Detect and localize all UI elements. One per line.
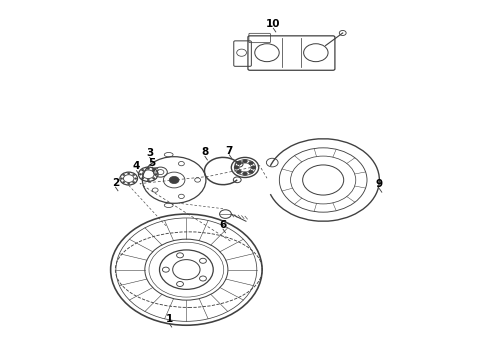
Circle shape <box>133 174 135 176</box>
Circle shape <box>122 174 125 176</box>
Circle shape <box>142 169 144 171</box>
Text: 5: 5 <box>148 158 156 168</box>
Circle shape <box>121 178 122 179</box>
Circle shape <box>135 178 137 179</box>
Circle shape <box>128 183 130 185</box>
Text: 6: 6 <box>220 220 227 230</box>
Circle shape <box>122 181 125 183</box>
Text: 1: 1 <box>166 314 173 324</box>
Circle shape <box>152 169 155 171</box>
Text: 8: 8 <box>201 147 209 157</box>
Circle shape <box>155 174 157 175</box>
Circle shape <box>237 170 242 174</box>
Text: 9: 9 <box>376 179 383 189</box>
Circle shape <box>147 168 149 170</box>
Circle shape <box>133 181 135 183</box>
Text: 3: 3 <box>146 148 153 158</box>
Circle shape <box>147 179 149 181</box>
Circle shape <box>251 166 256 169</box>
Circle shape <box>237 161 242 165</box>
Circle shape <box>142 177 144 179</box>
Circle shape <box>128 173 130 174</box>
Circle shape <box>139 174 142 175</box>
Text: 7: 7 <box>226 145 233 156</box>
Circle shape <box>243 159 247 163</box>
Text: 4: 4 <box>133 161 140 171</box>
Text: 2: 2 <box>112 178 119 188</box>
Circle shape <box>243 172 247 175</box>
Circle shape <box>248 170 253 174</box>
Circle shape <box>152 177 155 179</box>
Circle shape <box>234 166 239 169</box>
Text: 10: 10 <box>266 19 281 29</box>
Circle shape <box>169 176 179 184</box>
Circle shape <box>248 161 253 165</box>
